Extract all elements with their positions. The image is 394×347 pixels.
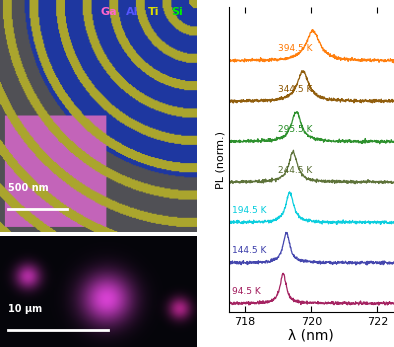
Text: 144.5 K: 144.5 K: [232, 246, 266, 255]
Text: Al: Al: [126, 7, 138, 17]
Y-axis label: PL (norm.): PL (norm.): [216, 130, 226, 189]
Text: 194.5 K: 194.5 K: [232, 206, 266, 215]
Text: 94.5 K: 94.5 K: [232, 287, 260, 296]
Text: 500 nm: 500 nm: [8, 183, 48, 193]
Text: Ga: Ga: [100, 7, 117, 17]
Text: 244.5 K: 244.5 K: [278, 166, 312, 175]
Text: Ti: Ti: [148, 7, 160, 17]
Text: 295.5 K: 295.5 K: [278, 125, 313, 134]
Text: 394.5 K: 394.5 K: [278, 44, 313, 53]
X-axis label: λ (nm): λ (nm): [288, 329, 334, 342]
Text: 344.5 K: 344.5 K: [278, 85, 312, 94]
Text: 10 μm: 10 μm: [8, 304, 42, 314]
Text: Si: Si: [171, 7, 183, 17]
